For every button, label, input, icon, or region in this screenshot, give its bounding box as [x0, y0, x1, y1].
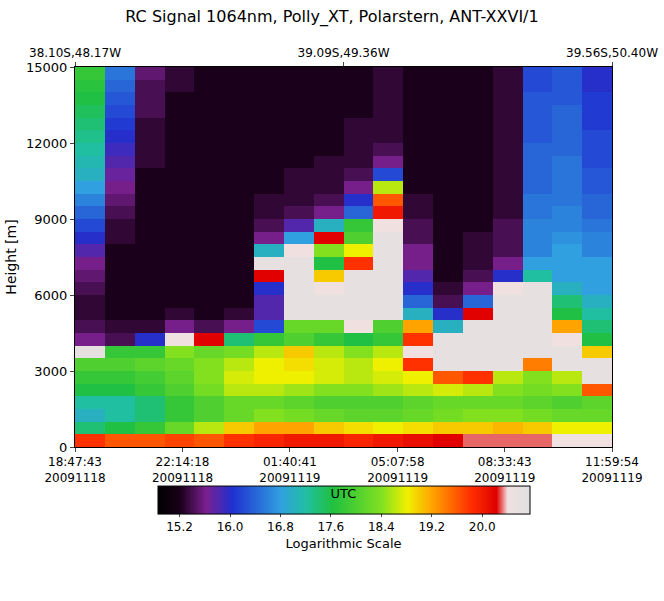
svg-text:15.2: 15.2 — [166, 520, 193, 534]
svg-text:UTC: UTC — [331, 486, 357, 501]
svg-text:12000: 12000 — [26, 136, 67, 151]
svg-text:22:14:1820091118: 22:14:1820091118 — [152, 455, 213, 485]
svg-text:20.0: 20.0 — [469, 520, 496, 534]
svg-text:08:33:4320091119: 08:33:4320091119 — [474, 455, 535, 485]
svg-text:39.56S,50.40W: 39.56S,50.40W — [566, 46, 658, 60]
svg-text:19.2: 19.2 — [418, 520, 445, 534]
svg-text:16.0: 16.0 — [217, 520, 244, 534]
svg-text:17.6: 17.6 — [318, 520, 345, 534]
svg-text:Logarithmic Scale: Logarithmic Scale — [285, 536, 401, 551]
svg-text:16.8: 16.8 — [267, 520, 294, 534]
svg-text:01:40:4120091119: 01:40:4120091119 — [259, 455, 320, 485]
svg-text:6000: 6000 — [34, 288, 67, 303]
svg-text:15000: 15000 — [26, 60, 67, 75]
svg-text:39.09S,49.36W: 39.09S,49.36W — [297, 46, 389, 60]
svg-text:18.4: 18.4 — [368, 520, 395, 534]
svg-text:0: 0 — [59, 440, 67, 455]
svg-text:3000: 3000 — [34, 364, 67, 379]
svg-text:38.10S,48.17W: 38.10S,48.17W — [29, 46, 121, 60]
svg-text:Height [m]: Height [m] — [3, 219, 19, 294]
svg-text:9000: 9000 — [34, 212, 67, 227]
svg-text:18:47:4320091118: 18:47:4320091118 — [44, 455, 105, 485]
svg-text:11:59:5420091119: 11:59:5420091119 — [581, 455, 642, 485]
svg-text:RC Signal 1064nm, Polly_XT, Po: RC Signal 1064nm, Polly_XT, Polarstern, … — [125, 7, 538, 27]
svg-text:05:07:5820091119: 05:07:5820091119 — [367, 455, 428, 485]
